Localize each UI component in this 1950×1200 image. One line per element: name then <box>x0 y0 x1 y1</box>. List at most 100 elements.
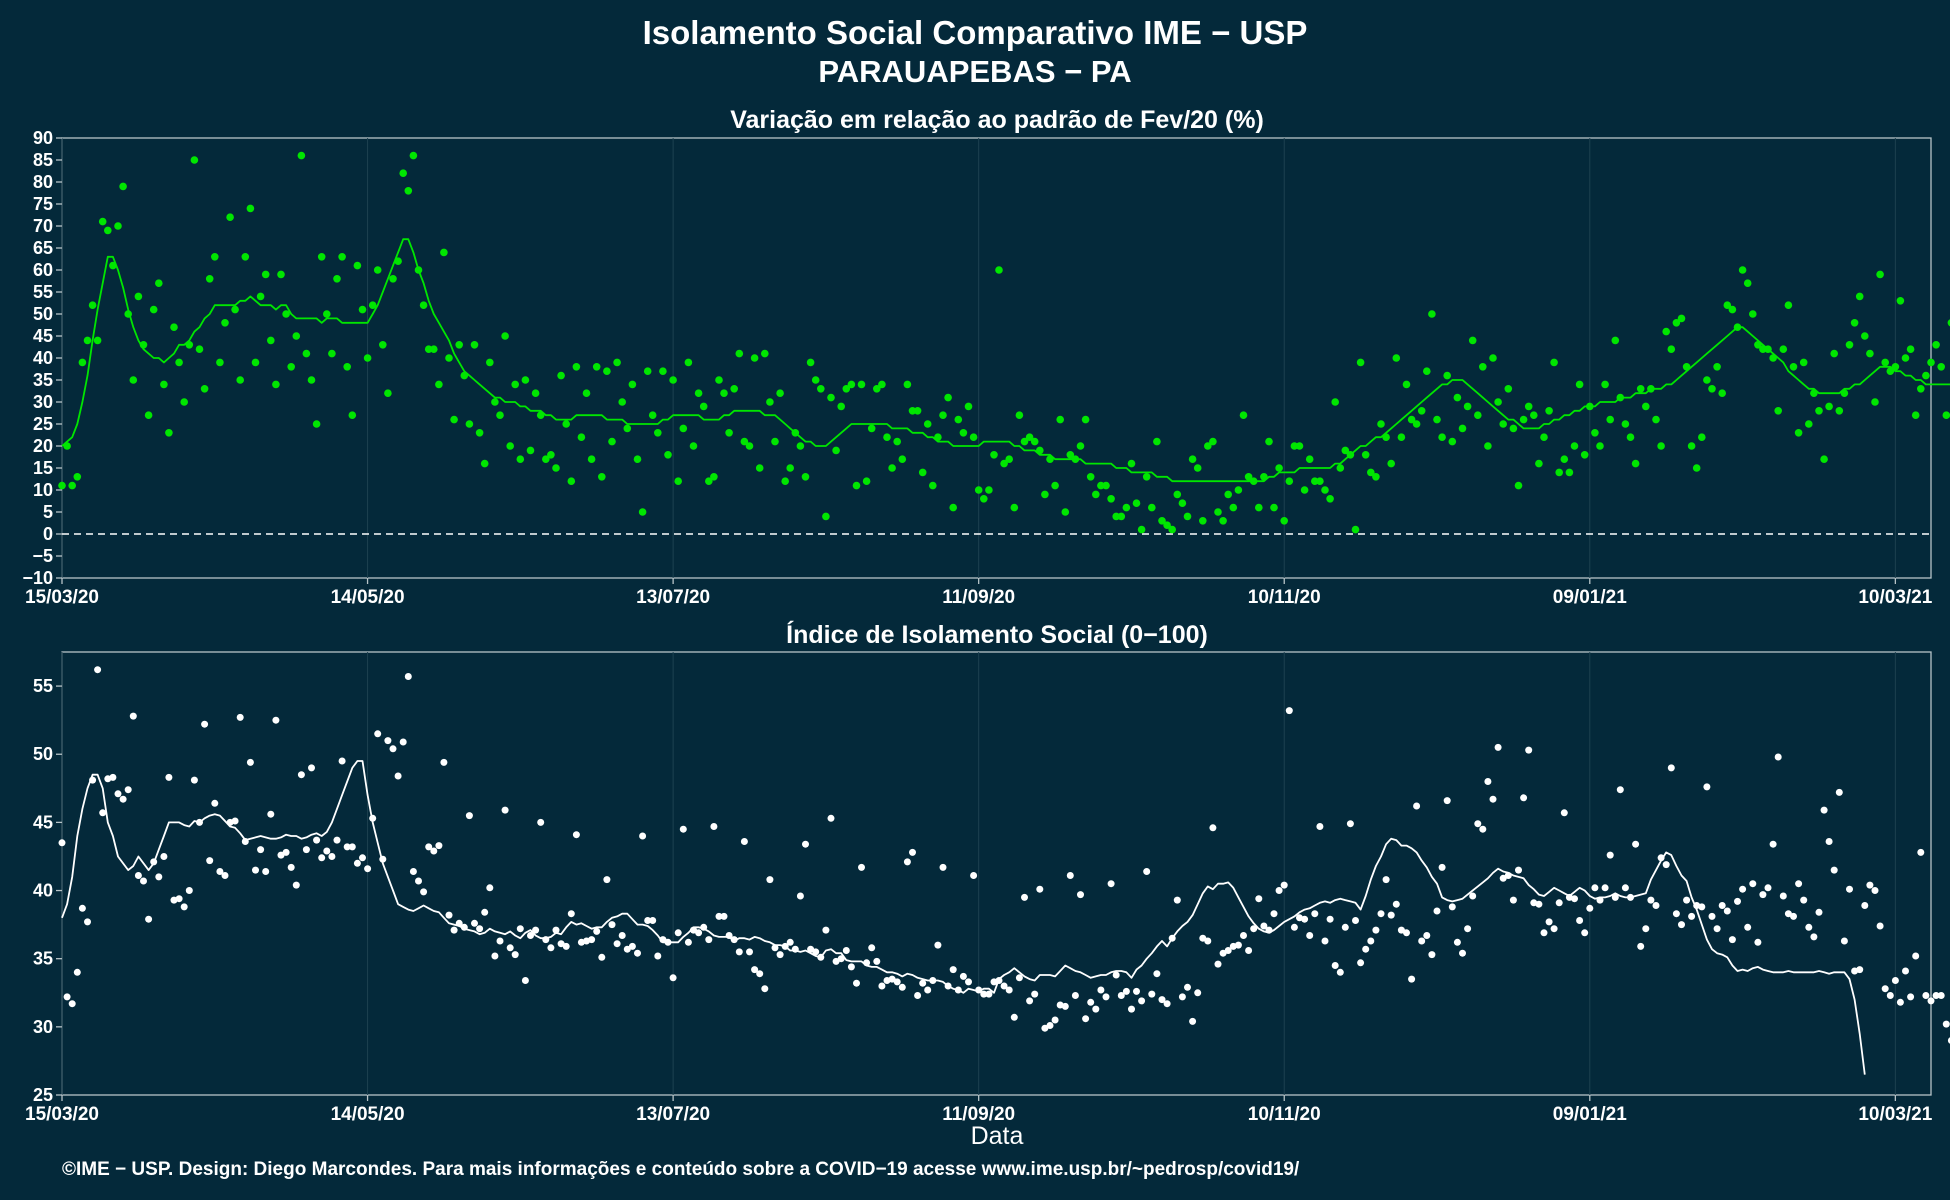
top-data-point <box>450 415 458 424</box>
top-data-point <box>58 481 66 490</box>
bottom-data-point <box>593 927 601 935</box>
bottom-data-point <box>1550 925 1558 933</box>
top-data-point <box>781 477 789 486</box>
top-data-point <box>613 358 621 367</box>
top-data-point <box>547 451 555 459</box>
top-data-point <box>827 393 835 402</box>
bottom-data-point <box>1097 986 1105 994</box>
top-data-point <box>419 301 428 310</box>
top-y-tick-label: 30 <box>33 392 53 412</box>
bottom-data-point <box>1652 902 1660 909</box>
bottom-data-point <box>506 944 514 952</box>
bottom-data-point <box>837 955 845 963</box>
top-data-point <box>1855 292 1864 301</box>
top-data-point <box>654 429 662 437</box>
top-y-tick-label: 55 <box>33 282 53 302</box>
top-data-point <box>694 389 703 398</box>
bottom-data-point <box>730 936 738 944</box>
top-data-point <box>93 336 102 345</box>
bottom-data-point <box>1642 925 1650 933</box>
bottom-data-point <box>1805 923 1813 931</box>
bottom-panel: 15/03/20 14/05/20 13/07/20 11/09/20 10/11/20… <box>25 651 1950 1125</box>
bottom-data-point <box>1795 880 1803 888</box>
top-data-point <box>1830 349 1838 358</box>
bottom-data-point <box>1148 990 1156 998</box>
top-y-tick-label: 75 <box>33 194 53 214</box>
bottom-x-tick-label: 14/05/20 <box>331 1104 405 1125</box>
top-data-point <box>689 442 698 450</box>
bottom-data-point <box>241 838 249 845</box>
top-y-tick-label: 0 <box>43 524 53 544</box>
top-data-point <box>333 275 341 283</box>
bottom-data-point <box>140 877 147 885</box>
top-data-point <box>1081 415 1090 424</box>
bottom-data-point <box>1336 968 1344 976</box>
bottom-data-point <box>165 773 173 781</box>
bottom-data-point <box>1255 895 1263 903</box>
top-data-point <box>1326 495 1334 503</box>
bottom-data-point <box>267 810 275 818</box>
top-data-point <box>806 358 815 367</box>
top-data-point <box>501 332 509 340</box>
top-data-point <box>1636 385 1645 393</box>
bottom-data-point <box>1581 929 1589 937</box>
bottom-data-point <box>1713 925 1721 933</box>
top-data-point <box>211 252 219 261</box>
top-data-point <box>1850 319 1859 327</box>
bottom-data-point <box>980 990 988 998</box>
top-data-point <box>526 446 535 455</box>
bottom-data-point <box>297 771 305 779</box>
top-data-point <box>1244 473 1253 481</box>
top-data-point <box>480 459 489 468</box>
bottom-data-point <box>735 948 743 956</box>
bottom-data-point <box>1846 885 1853 893</box>
top-data-point <box>491 398 499 406</box>
top-data-point <box>1015 411 1024 420</box>
top-data-point <box>1382 433 1390 442</box>
bottom-data-point <box>1927 997 1935 1005</box>
bottom-data-point <box>246 758 254 766</box>
top-data-point <box>1275 464 1283 472</box>
bottom-data-point <box>409 868 417 875</box>
top-data-point <box>1672 319 1681 327</box>
top-data-point <box>1530 411 1538 420</box>
bottom-data-point <box>1769 840 1777 848</box>
bottom-data-point <box>1810 933 1818 941</box>
bottom-data-point <box>1525 746 1533 754</box>
bottom-y-tick-label: 55 <box>33 676 53 696</box>
top-data-point <box>328 349 336 358</box>
top-data-point <box>817 385 825 393</box>
bottom-data-point <box>1392 900 1400 908</box>
bottom-data-point <box>725 932 733 939</box>
bottom-data-point <box>94 666 102 674</box>
bottom-data-point <box>1122 987 1130 995</box>
bottom-data-point <box>944 982 952 990</box>
top-data-point <box>475 429 484 437</box>
top-y-tick-label: 20 <box>33 436 53 456</box>
bottom-data-point <box>1143 868 1151 875</box>
bottom-data-point <box>308 764 315 772</box>
bottom-data-point <box>328 853 336 860</box>
bottom-data-point <box>1046 1022 1054 1029</box>
bottom-data-point <box>1922 992 1930 999</box>
bottom-data-point <box>761 985 769 993</box>
bottom-data-point <box>1092 1005 1100 1013</box>
top-data-point <box>1550 358 1558 367</box>
top-data-point <box>1886 367 1895 376</box>
top-data-point <box>735 349 744 358</box>
top-data-point <box>1300 486 1309 494</box>
bottom-data-point <box>389 745 397 753</box>
top-data-point <box>1535 459 1543 468</box>
bottom-data-point <box>618 932 626 939</box>
bottom-plot-area <box>61 651 1932 1096</box>
bottom-data-point <box>853 979 860 987</box>
top-data-point <box>1423 367 1431 376</box>
bottom-data-point <box>1734 897 1741 905</box>
top-data-point <box>1066 451 1075 459</box>
top-data-point <box>165 429 173 437</box>
top-data-point <box>73 473 82 481</box>
top-data-point <box>1575 380 1584 389</box>
top-x-tick-label: 10/03/21 <box>1858 587 1932 608</box>
top-data-point <box>1178 499 1187 508</box>
top-data-point <box>1316 477 1324 486</box>
